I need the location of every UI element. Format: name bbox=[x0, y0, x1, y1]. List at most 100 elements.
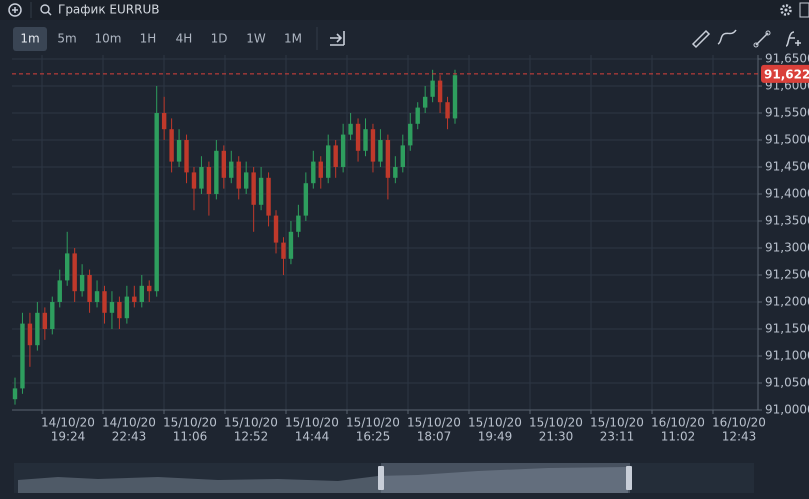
add-button[interactable] bbox=[8, 3, 22, 17]
x-tick-label-date: 15/10/20 bbox=[407, 416, 461, 430]
line-tool[interactable] bbox=[753, 30, 771, 48]
candle-body bbox=[452, 75, 458, 119]
candle-body bbox=[311, 161, 316, 184]
y-tick-label: 91,5000 bbox=[765, 133, 809, 147]
timeframe-button[interactable]: 5m bbox=[57, 32, 76, 46]
candle-body bbox=[72, 253, 77, 292]
candle-body bbox=[184, 140, 189, 173]
navigator-silhouette bbox=[18, 467, 628, 493]
candle-body bbox=[124, 296, 130, 319]
candle-body bbox=[385, 140, 391, 178]
goto-end-button[interactable] bbox=[330, 31, 345, 46]
candle-body bbox=[169, 129, 174, 162]
candle-body bbox=[393, 167, 398, 178]
timeframe-button[interactable]: 4H bbox=[176, 32, 193, 46]
y-tick-label: 91,0500 bbox=[765, 376, 809, 390]
candle-body bbox=[199, 167, 204, 189]
y-tick-label: 91,1500 bbox=[765, 322, 809, 336]
candle-body bbox=[288, 231, 294, 259]
candle-body bbox=[176, 140, 182, 162]
x-tick-label-date: 15/10/20 bbox=[468, 416, 522, 430]
candle-body bbox=[303, 183, 309, 216]
last-price-tag bbox=[761, 64, 809, 83]
x-tick-label-date: 14/10/20 bbox=[102, 416, 156, 430]
ruler-tool[interactable] bbox=[691, 29, 711, 49]
navigator-handle[interactable] bbox=[378, 466, 384, 490]
candle-body bbox=[318, 161, 323, 178]
candle-body bbox=[102, 291, 107, 313]
candle-body bbox=[243, 172, 249, 189]
x-tick-label-time: 16:25 bbox=[356, 430, 391, 444]
timeframe-button[interactable]: 1m bbox=[20, 32, 39, 46]
candle-body bbox=[57, 280, 62, 302]
navigator-window[interactable] bbox=[381, 463, 630, 493]
x-tick-label-date: 15/10/20 bbox=[529, 416, 583, 430]
candle-body bbox=[355, 123, 361, 151]
x-tick-label-date: 16/10/20 bbox=[712, 416, 766, 430]
candle-body bbox=[79, 275, 85, 292]
y-tick-label: 91,2500 bbox=[765, 268, 809, 282]
candle-body bbox=[132, 296, 137, 302]
candle-body bbox=[273, 215, 279, 243]
y-tick-label: 91,2000 bbox=[765, 295, 809, 309]
candle-body bbox=[266, 177, 271, 216]
navigator-handle[interactable] bbox=[626, 466, 632, 490]
x-tick-label-time: 19:24 bbox=[51, 430, 86, 444]
search-icon[interactable] bbox=[40, 4, 52, 16]
last-price-label: 91,6225 bbox=[764, 67, 809, 81]
timeframe-button[interactable]: 1H bbox=[140, 32, 157, 46]
path-tool[interactable] bbox=[717, 29, 737, 45]
y-tick-label: 91,4000 bbox=[765, 187, 809, 201]
x-tick-label-date: 14/10/20 bbox=[41, 416, 95, 430]
candle-body bbox=[415, 107, 420, 124]
candle-body bbox=[236, 161, 241, 189]
y-tick-label: 91,6500 bbox=[765, 52, 809, 66]
candle-body bbox=[258, 177, 264, 205]
candle-body bbox=[35, 312, 40, 346]
window-icon[interactable] bbox=[799, 2, 809, 18]
candle-body bbox=[221, 150, 227, 178]
candle-body bbox=[161, 113, 167, 130]
candle-body bbox=[206, 167, 212, 194]
candle-body bbox=[42, 312, 48, 329]
candle-body bbox=[378, 140, 383, 162]
indicator-tool[interactable] bbox=[785, 31, 801, 47]
settings-icon[interactable] bbox=[780, 4, 792, 16]
x-tick-label-date: 15/10/20 bbox=[163, 416, 217, 430]
candle-body bbox=[326, 145, 331, 178]
x-tick-label-time: 11:02 bbox=[661, 430, 696, 444]
x-tick-label-date: 15/10/20 bbox=[285, 416, 339, 430]
y-tick-label: 91,4500 bbox=[765, 160, 809, 174]
x-tick-label-time: 22:43 bbox=[112, 430, 147, 444]
candle-body bbox=[340, 134, 346, 167]
timeframe-selected bbox=[13, 27, 47, 51]
candle-body bbox=[50, 302, 55, 329]
candle-body bbox=[408, 123, 413, 146]
candle-body bbox=[229, 161, 234, 178]
candle-body bbox=[348, 123, 353, 135]
x-tick-label-time: 19:49 bbox=[478, 430, 513, 444]
timeframe-button[interactable]: 10m bbox=[95, 32, 122, 46]
candle-body bbox=[27, 323, 33, 346]
timeframe-button[interactable]: 1D bbox=[211, 32, 228, 46]
search-field[interactable]: График EURRUB bbox=[58, 3, 159, 17]
x-tick-label-time: 11:06 bbox=[173, 430, 208, 444]
candle-body bbox=[400, 145, 405, 167]
timeframe-button[interactable]: 1W bbox=[246, 32, 266, 46]
candle-body bbox=[422, 96, 428, 108]
x-tick-label-time: 18:07 bbox=[417, 430, 452, 444]
x-tick-label-date: 15/10/20 bbox=[224, 416, 278, 430]
timeframe-button[interactable]: 1M bbox=[284, 32, 302, 46]
y-tick-label: 91,3500 bbox=[765, 214, 809, 228]
x-tick-label-time: 21:30 bbox=[539, 430, 574, 444]
candle-body bbox=[430, 80, 435, 97]
candle-body bbox=[370, 129, 376, 162]
candle-body bbox=[147, 285, 152, 292]
candle-body bbox=[109, 302, 115, 313]
candle-body bbox=[296, 215, 301, 232]
top-bar bbox=[0, 0, 809, 20]
x-tick-label-date: 15/10/20 bbox=[346, 416, 400, 430]
x-tick-label-date: 15/10/20 bbox=[590, 416, 644, 430]
